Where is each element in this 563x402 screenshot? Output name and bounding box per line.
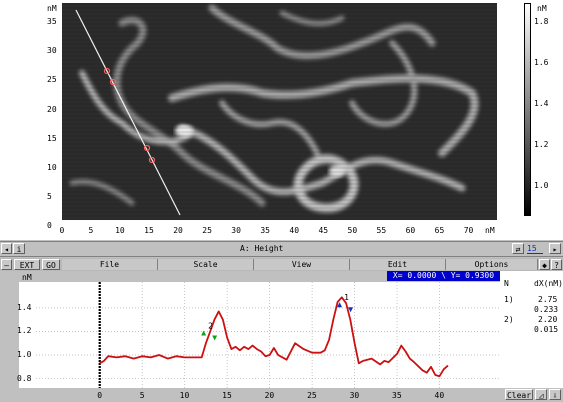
clear-button[interactable]: Clear (505, 389, 533, 400)
image-y-tick: 10 (47, 163, 57, 172)
image-x-tick: 10 (115, 226, 125, 235)
info-button[interactable]: i (13, 243, 25, 254)
help-button[interactable]: ? (551, 259, 562, 270)
ext-button[interactable]: EXT (14, 259, 40, 270)
menu-file[interactable]: File (62, 259, 158, 270)
color-scale-tick: 1.8 (534, 17, 548, 26)
image-x-tick: 50 (348, 226, 358, 235)
spin-icon[interactable]: ◆ (539, 259, 550, 270)
col-n-header: N (504, 279, 509, 288)
image-y-tick: 25 (47, 75, 57, 84)
menu-bar: – EXT GO File Scale View Edit Options ◆ … (0, 258, 563, 271)
image-y-unit: nM (47, 4, 57, 13)
profile-x-tick: 35 (392, 391, 402, 400)
row-2-dy: 0.015 (534, 325, 558, 334)
image-y-tick: 35 (47, 17, 57, 26)
image-x-tick: 65 (435, 226, 445, 235)
image-x-tick: 55 (377, 226, 387, 235)
row-1-n: 1) (504, 295, 514, 304)
status-bar: ◂ i A: Height ⇄ 15 ▸ (0, 241, 563, 257)
color-scale-unit: nM (537, 4, 547, 13)
profile-y-tick: 0.8 (17, 374, 31, 383)
profile-x-tick: 30 (350, 391, 360, 400)
image-x-tick: 70 (464, 226, 474, 235)
measurement-panel: N dX(nM) 1) 2.75 0.233 2) 2.20 0.015 (500, 271, 563, 388)
profile-x-tick: 25 (307, 391, 317, 400)
color-scale-bar (524, 3, 531, 216)
profile-y-tick: 1.0 (17, 350, 31, 359)
image-x-tick: 60 (406, 226, 416, 235)
marker-label-1: 1 (344, 293, 349, 302)
minimize-button[interactable]: – (1, 259, 12, 270)
image-y-tick: 0 (47, 221, 52, 230)
color-scale-tick: 1.4 (534, 99, 548, 108)
image-y-tick: 5 (47, 192, 52, 201)
zoom-toggle-icon[interactable]: ⇄ (512, 243, 524, 254)
profile-x-tick: 20 (265, 391, 275, 400)
image-x-tick: 45 (318, 226, 328, 235)
row-1-dx: 2.75 (538, 295, 557, 304)
profile-x-tick: 10 (180, 391, 190, 400)
profile-x-tick: 0 (97, 391, 102, 400)
color-scale-tick: 1.6 (534, 58, 548, 67)
coordinate-readout: X= 0.0000 \ Y= 0.9300 (387, 271, 500, 281)
color-scale-tick: 1.0 (534, 181, 548, 190)
cursor-tool-icon[interactable]: ◿ (535, 389, 547, 400)
row-2-dx: 2.20 (538, 315, 557, 324)
image-x-tick: 15 (144, 226, 154, 235)
menu-view[interactable]: View (254, 259, 350, 270)
image-y-tick: 30 (47, 46, 57, 55)
frame-number[interactable]: 15 (527, 244, 543, 254)
row-1-dy: 0.233 (534, 305, 558, 314)
profile-x-tick: 5 (140, 391, 145, 400)
profile-series-line (100, 297, 448, 376)
go-button[interactable]: GO (42, 259, 60, 270)
scroll-right-button[interactable]: ▸ (549, 243, 561, 254)
image-x-tick: 30 (231, 226, 241, 235)
down-arrow-icon[interactable]: ⇩ (549, 389, 561, 400)
image-x-tick: 5 (89, 226, 94, 235)
image-x-tick: 40 (289, 226, 299, 235)
image-x-tick: 20 (173, 226, 183, 235)
scroll-left-button[interactable]: ◂ (1, 243, 12, 254)
profile-x-tick: 40 (435, 391, 445, 400)
profile-y-tick: 1.2 (17, 326, 31, 335)
afm-height-image[interactable] (62, 3, 497, 220)
image-y-tick: 20 (47, 105, 57, 114)
image-view: nM 35 30 25 20 15 10 5 0 0 5 10 15 20 25 30 35 40 45 50 55… (0, 0, 563, 240)
col-dx-header: dX(nM) (534, 279, 563, 288)
image-x-tick: 25 (202, 226, 212, 235)
profile-x-tick: 15 (222, 391, 232, 400)
row-2-n: 2) (504, 315, 514, 324)
image-x-tick: 0 (60, 226, 65, 235)
image-x-tick: 35 (260, 226, 270, 235)
image-y-tick: 15 (47, 134, 57, 143)
image-x-unit: nM (485, 226, 495, 235)
menu-options[interactable]: Options (446, 259, 538, 270)
menu-scale[interactable]: Scale (158, 259, 254, 270)
channel-title: A: Height (240, 244, 283, 253)
marker-2-end (212, 335, 217, 340)
section-profile-chart[interactable]: 21 (36, 282, 499, 388)
color-scale-tick: 1.2 (534, 140, 548, 149)
marker-label-2: 2 (208, 321, 213, 330)
profile-y-unit: nM (22, 273, 32, 282)
profile-y-tick: 1.4 (17, 303, 31, 312)
menu-edit[interactable]: Edit (350, 259, 446, 270)
